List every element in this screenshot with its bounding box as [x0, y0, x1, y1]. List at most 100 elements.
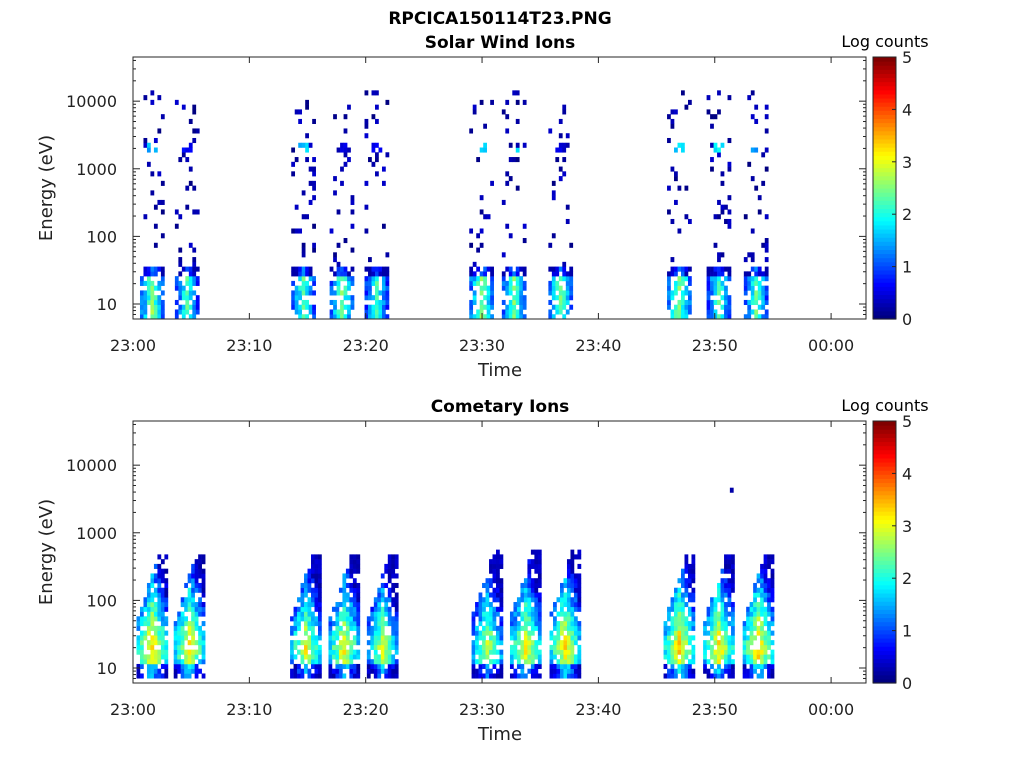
heatmap-cell	[527, 616, 532, 622]
heatmap-cell	[770, 578, 775, 584]
heatmap-cell	[185, 309, 190, 315]
heatmap-cell	[391, 659, 396, 665]
heatmap-cell	[681, 299, 685, 306]
heatmap-cell	[304, 578, 308, 584]
colorbar-segment	[873, 433, 896, 438]
heatmap-cell	[485, 611, 490, 617]
heatmap-cell	[566, 559, 571, 565]
heatmap-cell	[764, 114, 769, 120]
heatmap-cell	[677, 640, 682, 646]
heatmap-cell	[298, 271, 303, 277]
heatmap-cell	[160, 290, 165, 296]
heatmap-cell	[469, 128, 474, 134]
heatmap-cell	[746, 616, 750, 622]
heatmap-cell	[293, 673, 298, 679]
heatmap-cell	[566, 592, 571, 598]
heatmap-cell	[534, 654, 539, 660]
heatmap-cell	[684, 309, 689, 315]
heatmap-cell	[753, 659, 757, 665]
heatmap-cell	[318, 621, 322, 627]
heatmap-cell	[727, 271, 732, 277]
colorbar-segment	[873, 650, 896, 655]
heatmap-cell	[717, 280, 721, 286]
heatmap-cell	[308, 290, 313, 296]
colorbar-segment	[873, 163, 896, 169]
heatmap-cell	[375, 142, 379, 148]
heatmap-cell	[345, 611, 350, 617]
heatmap-cell	[534, 611, 539, 617]
heatmap-cell	[549, 663, 554, 670]
heatmap-cell	[146, 630, 151, 636]
heatmap-cell	[370, 659, 375, 665]
heatmap-cell	[307, 616, 312, 622]
heatmap-cell	[194, 668, 199, 674]
heatmap-cell	[174, 299, 179, 306]
heatmap-cell	[174, 285, 179, 291]
heatmap-cell	[670, 668, 675, 674]
heatmap-cell	[563, 616, 568, 622]
heatmap-cell	[717, 582, 721, 589]
heatmap-cell	[177, 644, 181, 650]
heatmap-cell	[770, 659, 775, 665]
colorbar-frame	[872, 420, 897, 684]
heatmap-cell	[469, 280, 474, 286]
heatmap-cell	[345, 621, 350, 627]
heatmap-cell	[180, 644, 185, 650]
heatmap-cell	[192, 185, 197, 191]
colorbar-segment	[873, 81, 896, 87]
heatmap-cell	[677, 602, 682, 608]
heatmap-cell	[187, 602, 192, 608]
heatmap-cell	[750, 309, 755, 315]
heatmap-cell	[767, 625, 771, 631]
heatmap-cell	[750, 280, 755, 286]
heatmap-cell	[727, 568, 732, 574]
heatmap-cell	[548, 128, 553, 134]
heatmap-cell	[674, 147, 678, 153]
heatmap-cell	[194, 673, 199, 679]
heatmap-cell	[146, 290, 151, 296]
heatmap-cell	[713, 616, 718, 622]
heatmap-cell	[173, 635, 178, 641]
heatmap-cell	[670, 659, 675, 665]
heatmap-cell	[757, 209, 762, 215]
heatmap-cell	[343, 114, 348, 120]
heatmap-cell	[486, 309, 491, 315]
heatmap-cell	[527, 644, 532, 650]
heatmap-cell	[479, 228, 484, 234]
heatmap-cell	[551, 304, 556, 310]
heatmap-cell	[674, 199, 678, 205]
heatmap-cell	[146, 625, 151, 631]
heatmap-cell	[384, 563, 389, 569]
heatmap-cell	[370, 668, 375, 674]
heatmap-cell	[201, 621, 206, 627]
heatmap-cell	[335, 616, 340, 622]
heatmap-cell	[370, 644, 375, 650]
heatmap-cell	[329, 280, 334, 286]
cometary-xlabel: Time	[477, 724, 522, 745]
heatmap-cell	[304, 602, 308, 608]
heatmap-cell	[684, 663, 689, 670]
heatmap-cell	[136, 635, 141, 641]
heatmap-cell	[311, 654, 315, 660]
heatmap-cell	[157, 285, 162, 291]
heatmap-cell	[370, 635, 375, 641]
cometary-title: Cometary Ions	[431, 397, 570, 417]
heatmap-cell	[364, 280, 369, 286]
colorbar-segment	[873, 294, 896, 300]
heatmap-cell	[523, 659, 528, 665]
heatmap-cell	[577, 563, 582, 569]
heatmap-cell	[391, 559, 396, 565]
heatmap-cell	[160, 630, 165, 636]
heatmap-cell	[366, 659, 371, 665]
heatmap-cell	[573, 663, 578, 670]
heatmap-cell	[742, 635, 747, 641]
heatmap-cell	[512, 299, 517, 306]
heatmap-cell	[566, 606, 571, 612]
heatmap-cell	[731, 625, 735, 631]
heatmap-cell	[469, 314, 474, 320]
heatmap-cell	[756, 673, 761, 679]
heatmap-cell	[370, 630, 375, 636]
heatmap-cell	[573, 578, 578, 584]
heatmap-cell	[478, 616, 483, 622]
colorbar-segment	[873, 122, 896, 128]
